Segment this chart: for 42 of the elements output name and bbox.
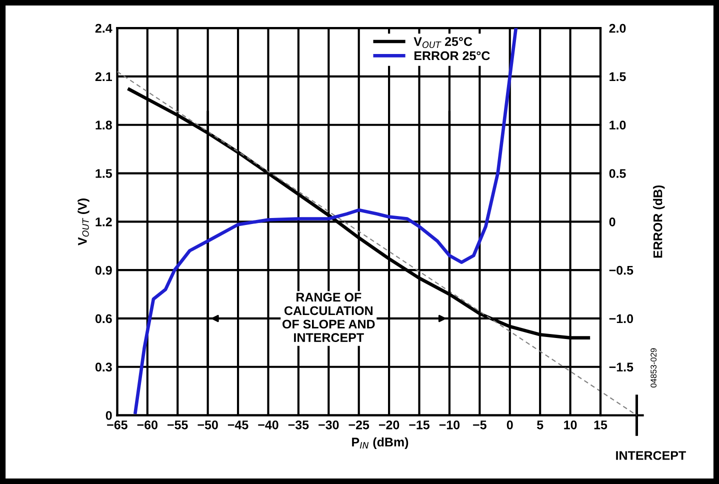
x-tick-label: −15: [409, 420, 430, 430]
y2-tick-label: −1.0: [609, 314, 633, 324]
x-tick-label: −35: [288, 420, 309, 430]
x-tick-label: −30: [318, 420, 339, 430]
x-tick-label: −20: [378, 420, 400, 430]
y-tick-label: 1.8: [96, 120, 112, 130]
x-tick-label: −10: [439, 420, 460, 430]
x-tick-label: −25: [348, 420, 370, 430]
y2-axis-title: ERROR (dB): [653, 185, 665, 258]
x-tick-label: −5: [473, 420, 486, 430]
x-tick-label: 5: [536, 420, 544, 430]
x-axis-title: P$_{IN}$ (dBm): [352, 437, 408, 449]
y2-tick-label: −0.5: [609, 266, 634, 275]
x-tick-label: −55: [168, 420, 188, 430]
x-tick-label: 0: [506, 420, 513, 430]
y2-tick-label: 1.0: [610, 120, 626, 130]
x-tick-label: 10: [564, 420, 577, 430]
y2-tick-label: 0: [609, 217, 616, 226]
y2-tick-label: −1.5: [609, 362, 634, 372]
text: INTERCEPT: [616, 451, 686, 460]
x-tick-label: −40: [258, 420, 278, 430]
x-tick-label: −50: [198, 420, 218, 430]
x-tick-label: −45: [228, 420, 248, 430]
annotation: RANGE OF CALCULATION OF SLOPE AND INTERCEPT: [282, 292, 375, 342]
x-tick-label: 15: [594, 420, 608, 430]
text: 04853-029: [650, 348, 657, 388]
x-tick-label: −60: [137, 420, 158, 430]
y-tick-label: 1.2: [96, 217, 112, 226]
y2-tick-label: 2.0: [609, 24, 626, 33]
y2-tick-label: 0.5: [609, 169, 626, 178]
y-tick-label: 0: [106, 411, 112, 420]
legend-label: V$_{OUT}$ 25°C: [414, 37, 472, 48]
y-tick-label: 2.1: [95, 72, 112, 81]
x-tick-label: −65: [107, 420, 128, 430]
y-tick-label: 0.3: [95, 362, 112, 372]
legend-label: ERROR 25°C: [414, 51, 490, 60]
y-axis-title: V$_{OUT}$ (V): [78, 198, 90, 246]
y-tick-label: 2.4: [95, 24, 112, 33]
y2-tick-label: 1.5: [610, 72, 626, 82]
y-tick-label: 1.5: [96, 169, 112, 178]
y-tick-label: 0.6: [95, 314, 112, 324]
y-tick-label: 0.9: [95, 266, 112, 275]
